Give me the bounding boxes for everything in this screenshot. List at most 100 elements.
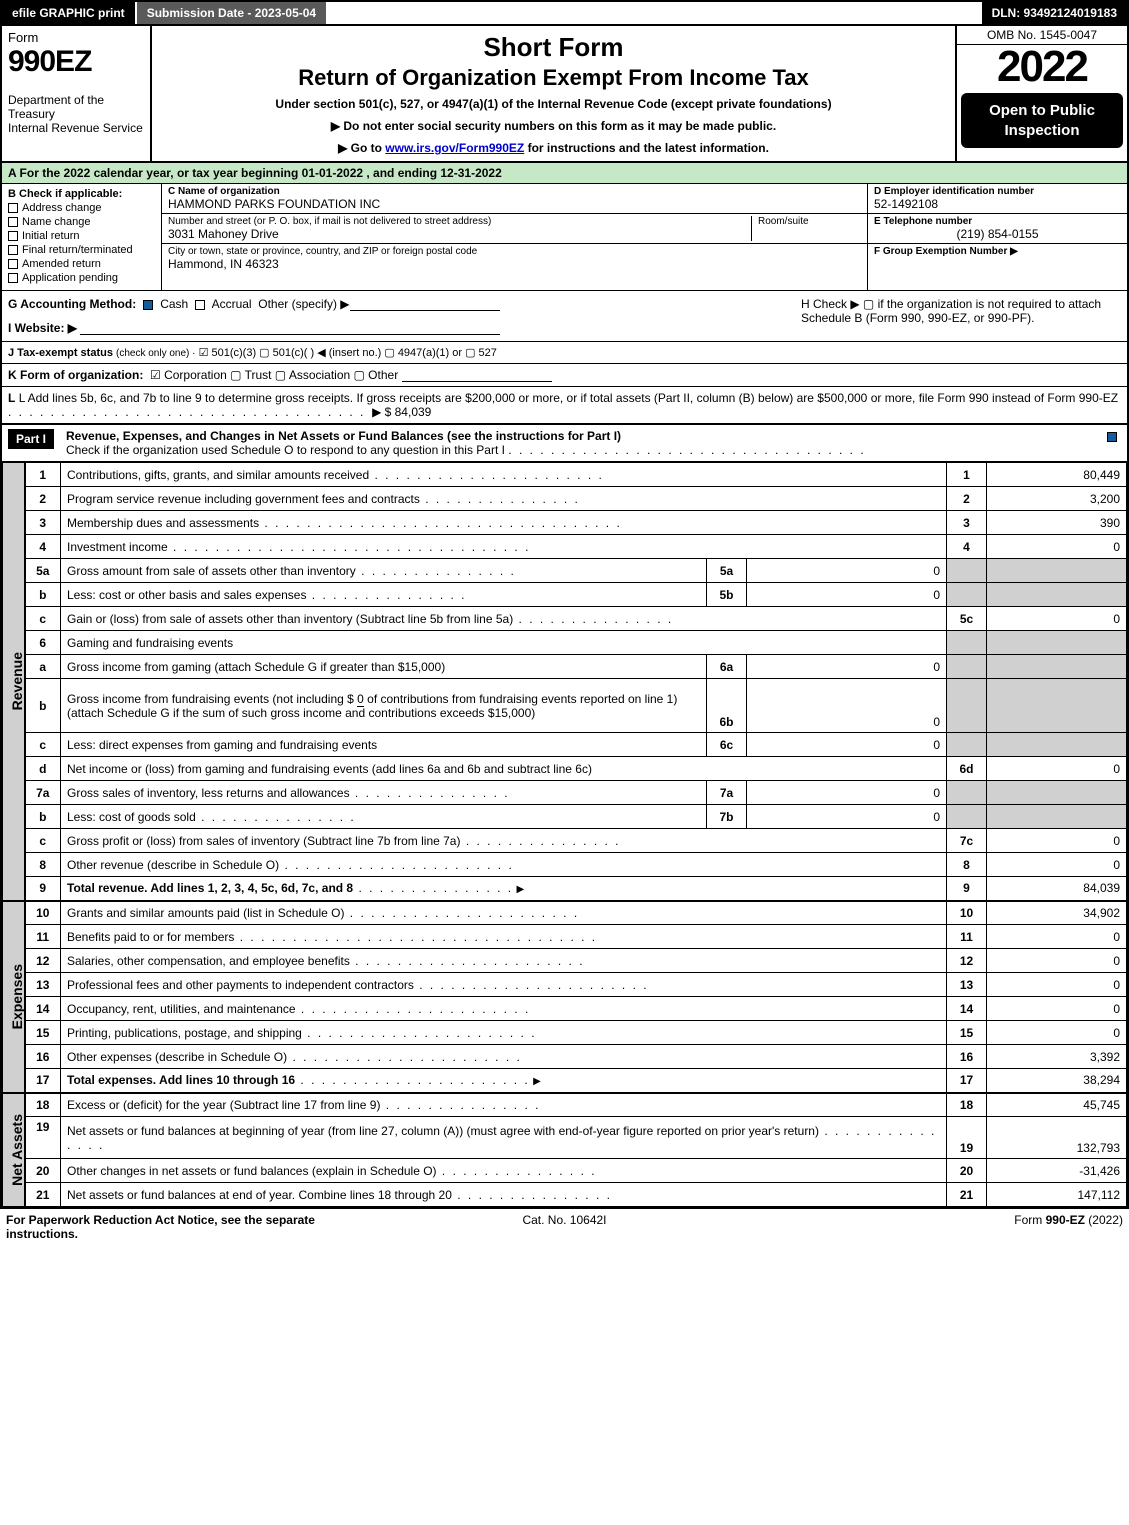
- l7a-amt-shade: [987, 781, 1127, 805]
- checkbox-accrual[interactable]: [195, 300, 205, 310]
- irs-link[interactable]: www.irs.gov/Form990EZ: [385, 141, 524, 155]
- l11-num: 11: [25, 925, 61, 949]
- city-label: City or town, state or province, country…: [168, 246, 861, 257]
- l13-amt: 0: [987, 973, 1127, 997]
- ein-value: 52-1492108: [874, 197, 1121, 211]
- line-16: 16 Other expenses (describe in Schedule …: [3, 1045, 1127, 1069]
- l13-desc: Professional fees and other payments to …: [61, 973, 947, 997]
- opt-initial-return: Initial return: [22, 230, 79, 242]
- street-label: Number and street (or P. O. box, if mail…: [168, 216, 751, 227]
- row-g: G Accounting Method: Cash Accrual Other …: [8, 297, 801, 335]
- l20-amt: -31,426: [987, 1159, 1127, 1183]
- header-center: Short Form Return of Organization Exempt…: [152, 26, 957, 161]
- l6b-desc: Gross income from fundraising events (no…: [61, 679, 707, 733]
- line-12: 12 Salaries, other compensation, and emp…: [3, 949, 1127, 973]
- l6c-sub: 6c: [707, 733, 747, 757]
- l5b-amt-shade: [987, 583, 1127, 607]
- l5a-sub: 5a: [707, 559, 747, 583]
- l1-amt: 80,449: [987, 463, 1127, 487]
- page-footer: For Paperwork Reduction Act Notice, see …: [0, 1209, 1129, 1245]
- checkbox-amended-return[interactable]: Amended return: [8, 258, 155, 270]
- ein-label: D Employer identification number: [874, 186, 1121, 197]
- efile-print[interactable]: efile GRAPHIC print: [2, 2, 135, 24]
- sidelabel-revenue: Revenue: [3, 463, 25, 901]
- row-k: K Form of organization: ☑ Corporation ▢ …: [2, 364, 1127, 387]
- l6c-amt-shade: [987, 733, 1127, 757]
- l6b-insert: 0: [357, 692, 364, 707]
- l6b-num: b: [25, 679, 61, 733]
- line-6c: c Less: direct expenses from gaming and …: [3, 733, 1127, 757]
- l2-amt: 3,200: [987, 487, 1127, 511]
- line-17: 17 Total expenses. Add lines 10 through …: [3, 1069, 1127, 1093]
- l12-num: 12: [25, 949, 61, 973]
- l10-amt: 34,902: [987, 901, 1127, 925]
- l3-num: 3: [25, 511, 61, 535]
- l6d-key: 6d: [947, 757, 987, 781]
- l6d-desc: Net income or (loss) from gaming and fun…: [61, 757, 947, 781]
- l11-desc: Benefits paid to or for members: [61, 925, 947, 949]
- section-d: D Employer identification number 52-1492…: [868, 184, 1127, 214]
- l16-amt: 3,392: [987, 1045, 1127, 1069]
- phone-label: E Telephone number: [874, 216, 1121, 227]
- line-3: 3 Membership dues and assessments 3 390: [3, 511, 1127, 535]
- line-8: 8 Other revenue (describe in Schedule O)…: [3, 853, 1127, 877]
- l17-desc: Total expenses. Add lines 10 through 16: [61, 1069, 947, 1093]
- part-i-label: Part I: [8, 429, 54, 449]
- line-7a: 7a Gross sales of inventory, less return…: [3, 781, 1127, 805]
- row-gh: G Accounting Method: Cash Accrual Other …: [2, 291, 1127, 342]
- l17-key: 17: [947, 1069, 987, 1093]
- line-15: 15 Printing, publications, postage, and …: [3, 1021, 1127, 1045]
- other-specify-input[interactable]: [350, 297, 500, 311]
- l6a-num: a: [25, 655, 61, 679]
- part-i-header: Part I Revenue, Expenses, and Changes in…: [2, 425, 1127, 462]
- l7c-key: 7c: [947, 829, 987, 853]
- k-label: K Form of organization:: [8, 368, 143, 382]
- checkbox-final-return[interactable]: Final return/terminated: [8, 244, 155, 256]
- checkbox-cash[interactable]: [143, 300, 153, 310]
- line-5c: c Gain or (loss) from sale of assets oth…: [3, 607, 1127, 631]
- l5b-num: b: [25, 583, 61, 607]
- short-form-title: Short Form: [162, 32, 945, 63]
- h-text: H Check ▶ ▢ if the organization is not r…: [801, 297, 1101, 325]
- header-sub2a: ▶ Do not enter social security numbers o…: [162, 119, 945, 133]
- l6b-sub: 6b: [707, 679, 747, 733]
- form-header: Form 990EZ Department of the Treasury In…: [2, 26, 1127, 163]
- checkbox-application-pending[interactable]: Application pending: [8, 272, 155, 284]
- part-i-checkbox[interactable]: [1107, 432, 1117, 442]
- checkbox-initial-return[interactable]: Initial return: [8, 230, 155, 242]
- l8-desc: Other revenue (describe in Schedule O): [61, 853, 947, 877]
- topbar: efile GRAPHIC print Submission Date - 20…: [2, 2, 1127, 26]
- l6c-key-shade: [947, 733, 987, 757]
- tax-year: 2022: [957, 45, 1127, 89]
- l8-key: 8: [947, 853, 987, 877]
- l5c-key: 5c: [947, 607, 987, 631]
- l11-key: 11: [947, 925, 987, 949]
- l11-amt: 0: [987, 925, 1127, 949]
- header-sub2b: ▶ Go to www.irs.gov/Form990EZ for instru…: [162, 141, 945, 155]
- l6b-key-shade: [947, 679, 987, 733]
- l19-desc: Net assets or fund balances at beginning…: [61, 1117, 947, 1159]
- checkbox-name-change[interactable]: Name change: [8, 216, 155, 228]
- sidelabel-expenses: Expenses: [3, 901, 25, 1093]
- l15-desc: Printing, publications, postage, and shi…: [61, 1021, 947, 1045]
- l6b-subval: 0: [747, 679, 947, 733]
- l21-amt: 147,112: [987, 1183, 1127, 1207]
- checkbox-address-change[interactable]: Address change: [8, 202, 155, 214]
- sub2b-post: for instructions and the latest informat…: [524, 141, 769, 155]
- line-7b: b Less: cost of goods sold 7b 0: [3, 805, 1127, 829]
- l19-num: 19: [25, 1117, 61, 1159]
- header-sub1: Under section 501(c), 527, or 4947(a)(1)…: [162, 97, 945, 111]
- form-code: 990EZ: [8, 45, 144, 79]
- l9-desc: Total revenue. Add lines 1, 2, 3, 4, 5c,…: [61, 877, 947, 901]
- opt-amended-return: Amended return: [22, 258, 101, 270]
- website-input[interactable]: [80, 321, 500, 335]
- section-f: F Group Exemption Number ▶: [868, 244, 1127, 290]
- section-bcdef: B Check if applicable: Address change Na…: [2, 184, 1127, 291]
- l21-key: 21: [947, 1183, 987, 1207]
- opt-cash: Cash: [160, 297, 188, 311]
- section-def: D Employer identification number 52-1492…: [867, 184, 1127, 290]
- l1-desc: Contributions, gifts, grants, and simila…: [61, 463, 947, 487]
- line-7c: c Gross profit or (loss) from sales of i…: [3, 829, 1127, 853]
- k-other-input[interactable]: [402, 368, 552, 382]
- l5a-key-shade: [947, 559, 987, 583]
